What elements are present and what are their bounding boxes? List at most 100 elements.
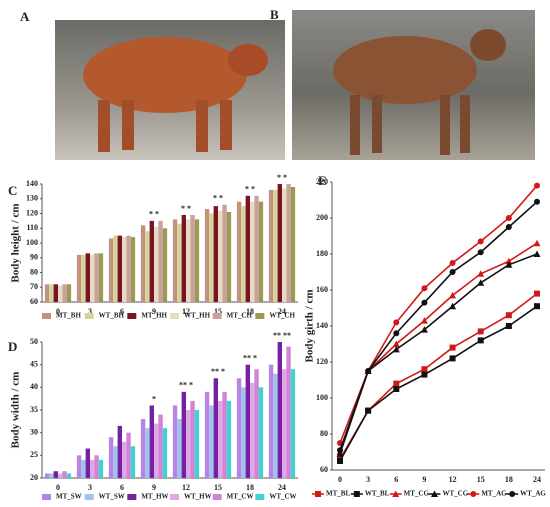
legend-label: MT_BH	[56, 312, 81, 320]
point	[477, 279, 485, 286]
point	[534, 182, 540, 189]
y-tick-label: 60	[30, 297, 38, 306]
bar	[273, 189, 278, 302]
bar	[222, 204, 227, 302]
bar	[277, 342, 282, 478]
y-tick-label: 120	[316, 357, 328, 366]
bar	[126, 432, 131, 478]
point	[449, 302, 457, 310]
bar	[158, 220, 163, 302]
x-tick-label: 24	[278, 483, 286, 492]
x-tick-label: 12	[449, 475, 457, 484]
bar	[177, 419, 182, 478]
legend-label: WT_HW	[184, 493, 212, 501]
legend-marker	[392, 490, 400, 497]
point	[393, 330, 400, 337]
bar	[213, 206, 218, 302]
bar	[181, 391, 186, 478]
line	[339, 201, 538, 451]
y-tick-label: 45	[30, 359, 38, 368]
x-tick-label: 6	[394, 475, 398, 484]
bar	[94, 253, 99, 302]
legend-marker	[353, 491, 360, 497]
bar	[254, 195, 259, 302]
point	[420, 326, 428, 333]
y-tick-label: 90	[30, 253, 38, 262]
significance-label: ** *	[243, 353, 257, 362]
point	[505, 323, 512, 329]
y-tick-label: 60	[320, 465, 328, 474]
bar	[66, 473, 72, 478]
bar	[81, 254, 86, 302]
bar	[130, 446, 136, 478]
y-tick-label: 100	[26, 238, 38, 247]
legend-swatch	[84, 313, 94, 319]
bar	[290, 369, 296, 478]
bar	[154, 226, 159, 302]
bar	[58, 285, 63, 302]
legend-swatch	[170, 313, 179, 319]
bar	[172, 219, 178, 302]
point	[336, 450, 344, 457]
y-tick-label: 40	[30, 382, 38, 391]
panel-label: C	[8, 183, 17, 198]
bar	[177, 223, 182, 302]
bar	[236, 378, 242, 478]
bar	[76, 254, 82, 302]
point	[393, 380, 400, 387]
panel-label: B	[270, 7, 279, 22]
y-tick-label: 140	[316, 321, 328, 330]
bar	[218, 210, 223, 302]
y-tick-label: 20	[30, 473, 38, 482]
point	[421, 366, 428, 373]
x-tick-label: 6	[120, 483, 124, 492]
line	[339, 253, 538, 455]
bar	[190, 214, 195, 302]
x-tick-label: 0	[338, 475, 342, 484]
point	[505, 261, 513, 268]
legend-label: MT_HH	[141, 312, 167, 320]
legend-label: MT_CG	[404, 490, 430, 498]
x-tick-label: 9	[152, 483, 156, 492]
x-tick-label: 9	[422, 475, 426, 484]
legend-marker	[509, 491, 516, 497]
bar	[108, 437, 114, 478]
point	[392, 345, 400, 353]
significance-label: ** **	[273, 331, 291, 340]
significance-label: * *	[245, 185, 255, 194]
y-tick-label: 140	[26, 179, 38, 188]
bar	[85, 253, 90, 302]
bar	[277, 184, 282, 302]
y-tick-label: 200	[316, 213, 328, 222]
point	[392, 340, 400, 347]
legend-swatch	[212, 494, 222, 500]
bar	[58, 473, 63, 478]
significance-label: ** *	[211, 367, 225, 376]
x-tick-label: 24	[278, 307, 286, 316]
significance-label: * *	[277, 173, 287, 182]
bar	[81, 459, 86, 478]
y-axis-label: Body height / cm	[10, 203, 22, 282]
point	[477, 270, 485, 277]
bar	[245, 364, 250, 478]
x-tick-label: 18	[246, 307, 254, 316]
bar	[204, 209, 210, 302]
bar	[241, 387, 246, 478]
legend-swatch	[84, 494, 94, 500]
y-tick-label: 110	[26, 223, 38, 232]
bar	[66, 284, 72, 302]
x-tick-label: 0	[56, 483, 60, 492]
point	[505, 215, 512, 221]
bar	[286, 346, 291, 478]
panel-label: A	[20, 9, 30, 24]
y-axis-label: Body width / cm	[10, 372, 22, 449]
photo-a	[55, 20, 285, 160]
bar	[194, 219, 200, 302]
point	[534, 198, 540, 205]
y-tick-label: 50	[30, 337, 38, 346]
point	[505, 224, 512, 230]
legend-label: MT_HW	[141, 493, 168, 501]
bar	[222, 391, 227, 478]
point	[449, 269, 456, 275]
point	[533, 239, 541, 247]
